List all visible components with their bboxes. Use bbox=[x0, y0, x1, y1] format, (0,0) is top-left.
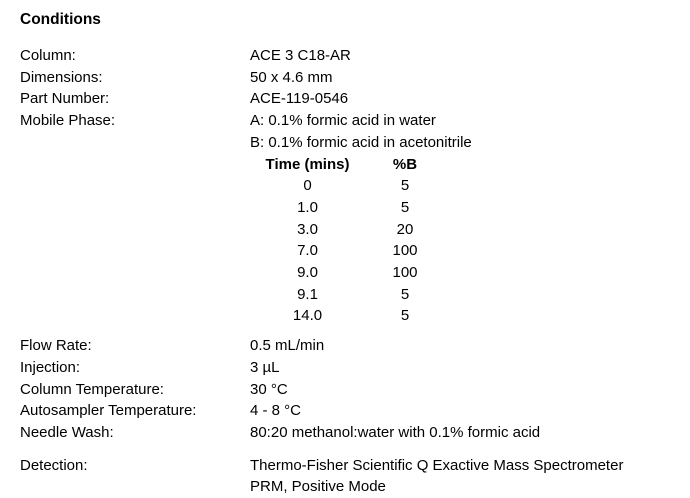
gradient-percent-b: 100 bbox=[392, 264, 418, 282]
mobile-phase-label: Mobile Phase: bbox=[20, 112, 116, 130]
gradient-table: Time (mins) %B 0 5 1.0 5 3.0 20 7.0 100 … bbox=[250, 154, 680, 328]
injection-label: Injection: bbox=[20, 358, 81, 376]
mobile-phase-a: A: 0.1% formic acid in water bbox=[250, 112, 436, 130]
column-label: Column: bbox=[20, 47, 76, 64]
gradient-time: 14.0 bbox=[292, 307, 323, 325]
gradient-percent-b: 5 bbox=[400, 198, 410, 216]
row-part-number: Part Number: ACE-119-0546 bbox=[20, 88, 680, 110]
row-flow-rate: Flow Rate: 0.5 mL/min bbox=[20, 335, 680, 357]
gradient-header-percent-b: %B bbox=[392, 155, 418, 173]
gradient-time: 3.0 bbox=[297, 220, 318, 238]
dimensions-label: Dimensions: bbox=[20, 68, 103, 86]
gradient-row: 9.0 100 bbox=[250, 262, 680, 284]
gradient-percent-b: 5 bbox=[400, 307, 410, 325]
mobile-phase-value: A: 0.1% formic acid in water B: 0.1% for… bbox=[250, 110, 680, 153]
row-dimensions: Dimensions: 50 x 4.6 mm bbox=[20, 67, 680, 89]
gradient-time: 1.0 bbox=[297, 198, 318, 216]
gradient-row: 9.1 5 bbox=[250, 284, 680, 306]
column-temperature-label: Column Temperature: bbox=[20, 380, 164, 398]
row-injection: Injection: 3 µL bbox=[20, 357, 680, 379]
detection-line2: PRM, Positive Mode bbox=[250, 478, 386, 496]
gradient-time: 0 bbox=[303, 177, 312, 195]
row-autosampler-temperature: Autosampler Temperature: 4 - 8 °C bbox=[20, 400, 680, 422]
gradient-time: 7.0 bbox=[297, 242, 318, 260]
gradient-percent-b: 20 bbox=[396, 220, 414, 238]
injection-value: 3 µL bbox=[250, 358, 280, 376]
dimensions-value: 50 x 4.6 mm bbox=[250, 68, 333, 86]
autosampler-temperature-value: 4 - 8 °C bbox=[250, 402, 302, 420]
row-column: Column: ACE 3 C18-AR bbox=[20, 45, 680, 67]
gradient-percent-b: 5 bbox=[400, 285, 410, 303]
part-number-value: ACE-119-0546 bbox=[250, 90, 349, 108]
part-number-label: Part Number: bbox=[20, 90, 110, 108]
column-temperature-value: 30 °C bbox=[250, 380, 288, 398]
row-column-temperature: Column Temperature: 30 °C bbox=[20, 379, 680, 401]
gradient-percent-b: 100 bbox=[392, 242, 418, 260]
gradient-row: 0 5 bbox=[250, 175, 680, 197]
detection-line1: Thermo-Fisher Scientific Q Exactive Mass… bbox=[250, 456, 624, 474]
mobile-phase-b: B: 0.1% formic acid in acetonitrile bbox=[250, 133, 472, 151]
needle-wash-label: Needle Wash: bbox=[20, 423, 114, 441]
gradient-row: 3.0 20 bbox=[250, 219, 680, 241]
column-value: ACE 3 C18-AR bbox=[250, 47, 351, 64]
gradient-time: 9.1 bbox=[297, 285, 318, 303]
autosampler-temperature-label: Autosampler Temperature: bbox=[20, 402, 197, 420]
gradient-time: 9.0 bbox=[297, 264, 318, 282]
detection-label: Detection: bbox=[20, 456, 88, 474]
row-needle-wash: Needle Wash: 80:20 methanol:water with 0… bbox=[20, 422, 680, 444]
flow-rate-value: 0.5 mL/min bbox=[250, 337, 325, 355]
gradient-header-time: Time (mins) bbox=[265, 155, 350, 173]
page-title: Conditions bbox=[20, 11, 101, 28]
gradient-row: 14.0 5 bbox=[250, 305, 680, 327]
gradient-row: 1.0 5 bbox=[250, 197, 680, 219]
row-detection: Detection: Thermo-Fisher Scientific Q Ex… bbox=[20, 455, 680, 498]
gradient-table-header: Time (mins) %B bbox=[250, 154, 680, 176]
row-mobile-phase: Mobile Phase: A: 0.1% formic acid in wat… bbox=[20, 110, 680, 153]
detection-value: Thermo-Fisher Scientific Q Exactive Mass… bbox=[250, 455, 680, 498]
flow-rate-label: Flow Rate: bbox=[20, 337, 92, 355]
gradient-percent-b: 5 bbox=[400, 177, 410, 195]
needle-wash-value: 80:20 methanol:water with 0.1% formic ac… bbox=[250, 423, 541, 441]
gradient-row: 7.0 100 bbox=[250, 240, 680, 262]
